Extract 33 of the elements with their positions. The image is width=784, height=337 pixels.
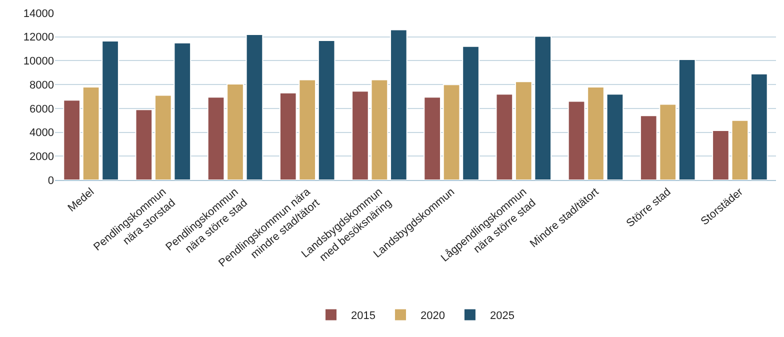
y-tick-label: 6000 [30,103,54,116]
y-tick-label: 8000 [30,79,54,92]
bar [712,130,730,180]
legend-label: 2015 [351,310,376,322]
legend-label: 2020 [420,310,445,322]
bar [750,73,768,180]
bar [390,29,408,180]
bar [135,109,153,180]
bar [568,100,586,180]
bar [462,46,480,180]
bar [102,40,119,180]
y-tick-label: 14000 [23,8,54,20]
y-tick-label: 0 [48,174,54,187]
bar [207,96,225,180]
bar [82,86,100,180]
bar [370,79,388,180]
bar [246,34,264,180]
bar [352,90,369,180]
bar [731,120,749,180]
bar [606,94,624,180]
bar [587,86,604,180]
bar [496,94,514,180]
bar [678,59,696,180]
bar [442,84,460,180]
bar [318,40,336,180]
bar [424,96,441,180]
y-tick-label: 2000 [30,150,54,163]
legend-label: 2025 [490,310,514,322]
y-tick-label: 10000 [23,56,54,68]
bar [63,100,80,180]
y-tick-label: 4000 [30,127,54,140]
y-tick-label: 12000 [23,32,54,44]
bar [226,83,244,180]
